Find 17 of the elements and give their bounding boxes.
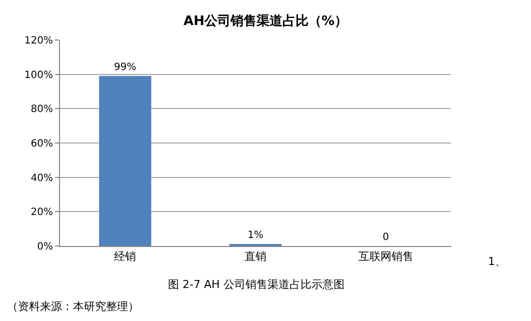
text: 1、 [488, 255, 506, 268]
y-tick-label: 80% [30, 104, 53, 116]
data-label: 1% [248, 230, 264, 241]
chart-title: AH公司销售渠道占比（%） [184, 13, 348, 30]
x-tick-label: 直销 [244, 250, 266, 264]
caption: 图 2-7 AH 公司销售渠道占比示意图 [168, 278, 344, 291]
y-tick-label: 100% [24, 70, 53, 81]
y-tick-label: 20% [30, 207, 53, 218]
y-tick-label: 120% [24, 36, 53, 46]
x-tick-label: 经销 [114, 250, 136, 264]
data-label: 0 [382, 232, 390, 243]
text: （资料来源：本研究整理） [7, 300, 139, 313]
x-tick-label: 互联网销售 [358, 250, 414, 264]
y-tick-label: 40% [30, 172, 53, 184]
data-label: 99% [114, 62, 136, 74]
y-tick-label: 0% [37, 242, 53, 252]
y-tick-label: 60% [30, 138, 53, 150]
